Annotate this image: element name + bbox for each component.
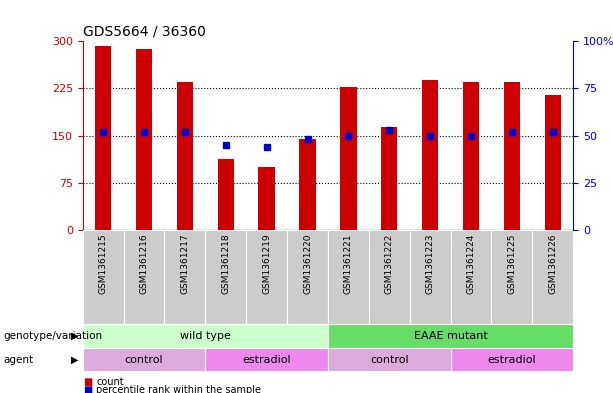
Bar (369, 230, 409, 324)
Text: estradiol: estradiol (487, 354, 536, 365)
Bar (492, 230, 532, 324)
Bar (328, 324, 573, 348)
Text: ▶: ▶ (71, 354, 78, 365)
Bar (246, 230, 287, 324)
Text: GSM1361226: GSM1361226 (548, 234, 557, 294)
Text: ▶: ▶ (71, 331, 78, 341)
Bar (218, 160, 234, 230)
Bar (177, 81, 193, 230)
Bar (299, 139, 316, 230)
Bar (409, 230, 451, 324)
Bar (259, 167, 275, 230)
Bar (340, 86, 357, 230)
Text: GSM1361225: GSM1361225 (508, 234, 516, 294)
Text: GDS5664 / 36360: GDS5664 / 36360 (83, 25, 205, 39)
Text: ■: ■ (83, 385, 92, 393)
Bar (124, 230, 164, 324)
Bar (95, 46, 112, 230)
Bar (287, 230, 328, 324)
Text: EAAE mutant: EAAE mutant (414, 331, 487, 341)
Bar (422, 80, 438, 230)
Text: GSM1361221: GSM1361221 (344, 234, 353, 294)
Text: control: control (370, 354, 409, 365)
Text: control: control (124, 354, 164, 365)
Text: GSM1361222: GSM1361222 (385, 234, 394, 294)
Bar (205, 348, 328, 371)
Bar (83, 324, 328, 348)
Bar (328, 230, 369, 324)
Bar (164, 230, 205, 324)
Bar (136, 50, 152, 230)
Bar (205, 230, 246, 324)
Text: GSM1361217: GSM1361217 (180, 234, 189, 294)
Text: GSM1361218: GSM1361218 (221, 234, 230, 294)
Bar (463, 82, 479, 230)
Text: GSM1361220: GSM1361220 (303, 234, 312, 294)
Bar (544, 95, 561, 230)
Bar (532, 230, 573, 324)
Bar (504, 82, 520, 230)
Text: percentile rank within the sample: percentile rank within the sample (96, 385, 261, 393)
Text: GSM1361219: GSM1361219 (262, 234, 271, 294)
Bar (83, 230, 124, 324)
Text: genotype/variation: genotype/variation (3, 331, 102, 341)
Bar (328, 348, 451, 371)
Text: GSM1361216: GSM1361216 (140, 234, 148, 294)
Text: wild type: wild type (180, 331, 230, 341)
Text: GSM1361224: GSM1361224 (466, 234, 476, 294)
Text: estradiol: estradiol (242, 354, 291, 365)
Bar (381, 127, 397, 230)
Bar (451, 230, 492, 324)
Text: GSM1361223: GSM1361223 (425, 234, 435, 294)
Text: ■: ■ (83, 377, 92, 387)
Text: agent: agent (3, 354, 33, 365)
Text: count: count (96, 377, 124, 387)
Text: GSM1361215: GSM1361215 (99, 234, 108, 294)
Bar (83, 348, 205, 371)
Bar (451, 348, 573, 371)
